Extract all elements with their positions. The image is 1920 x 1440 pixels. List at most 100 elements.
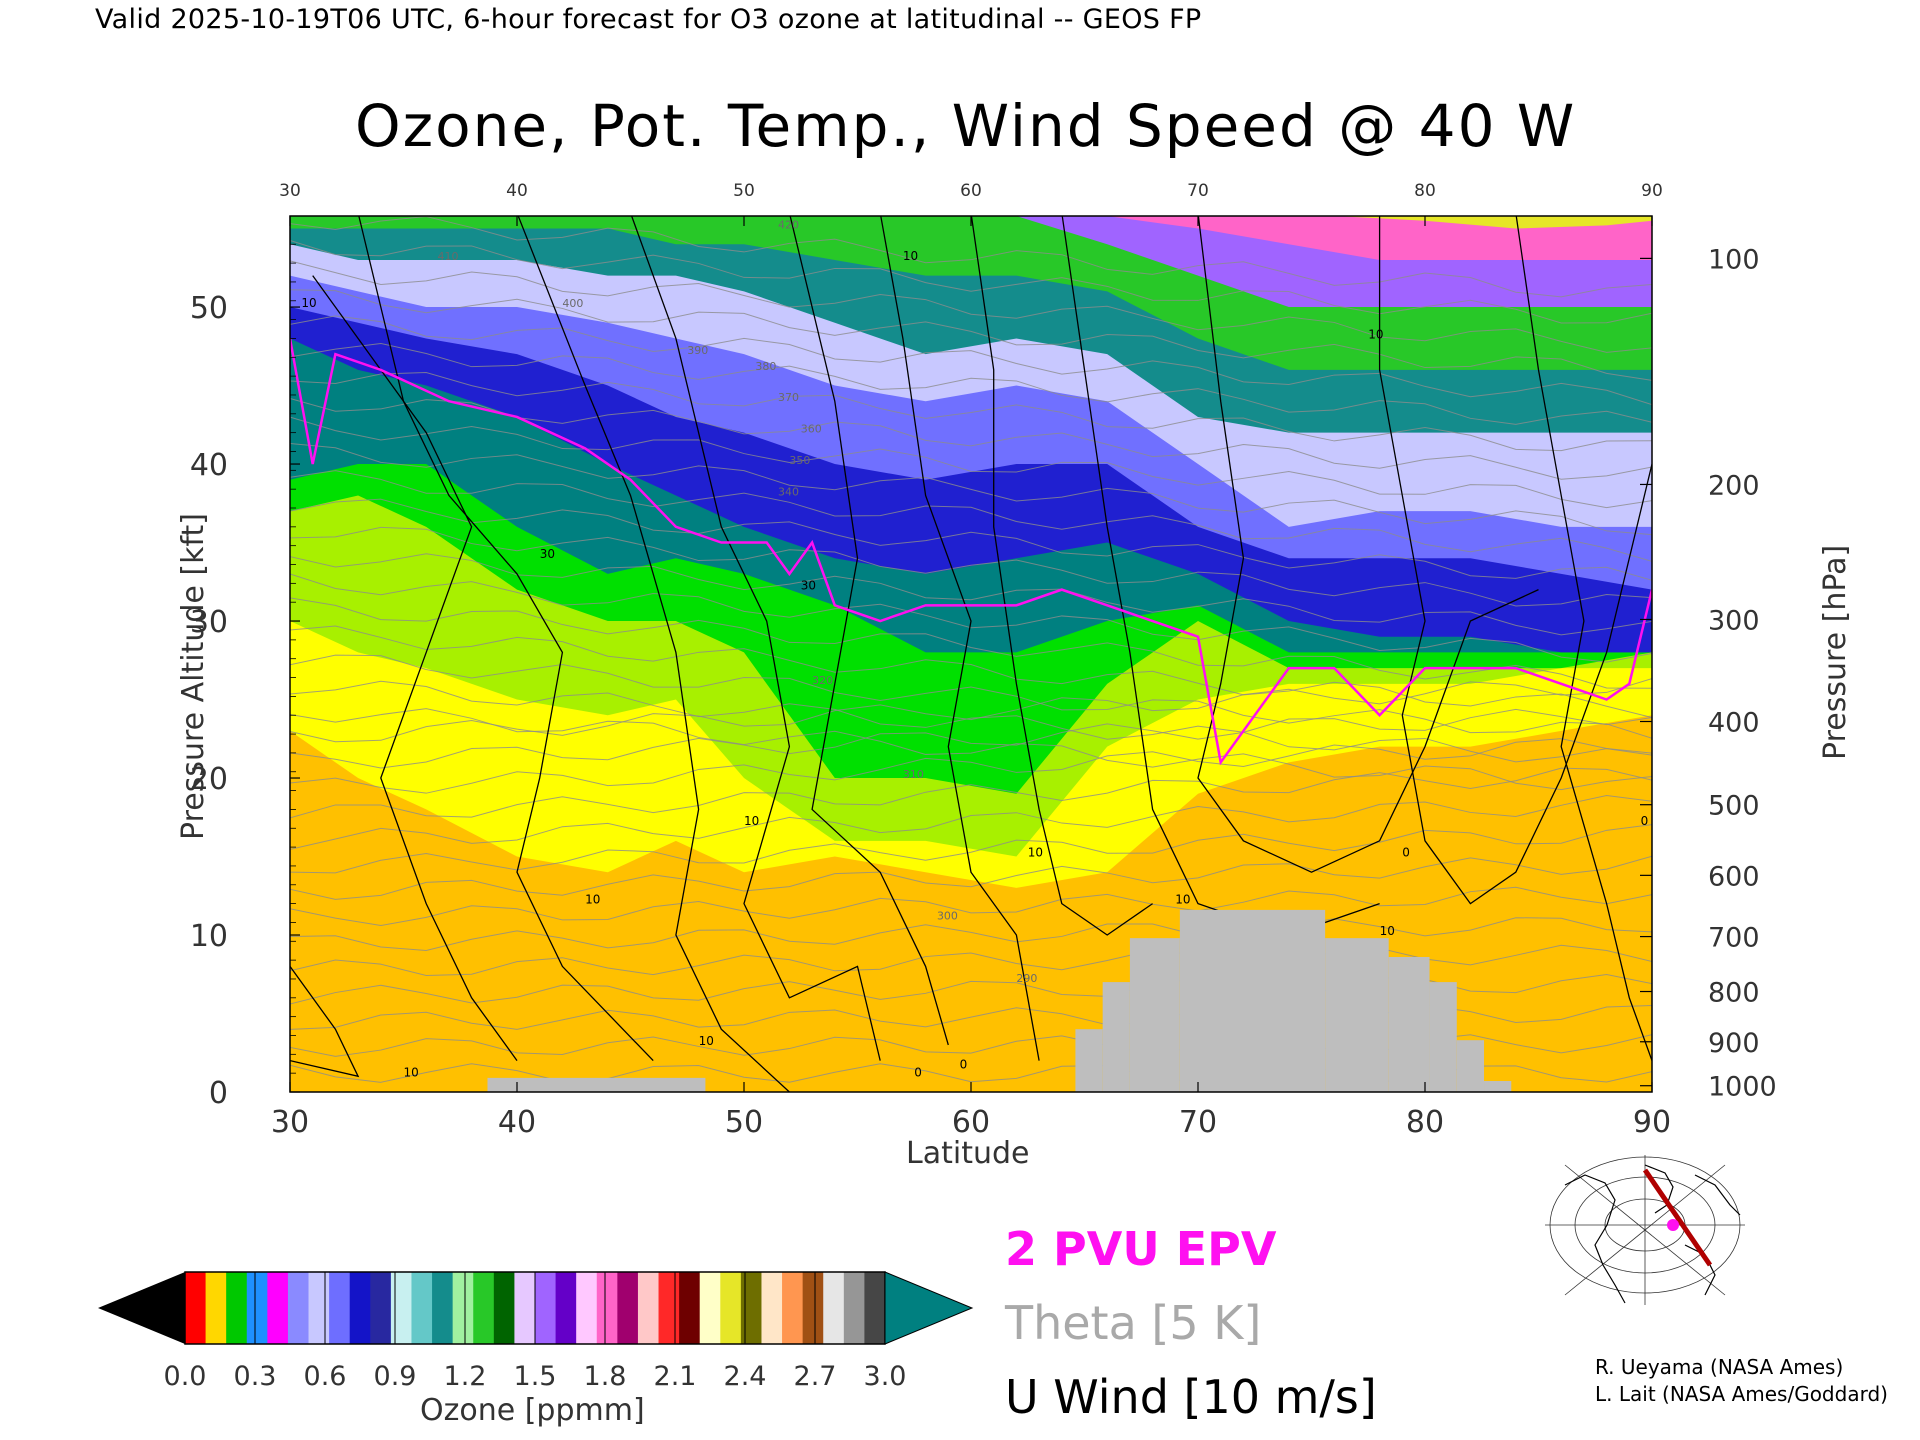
uwind-label-10: 10 [404,1065,419,1079]
terrain-mask [487,909,1512,1092]
pressure-tick-label-3: 400 [1708,708,1760,739]
theta-label-5: 360 [801,423,822,436]
colorbar-band-9 [370,1272,392,1344]
colorbar-tick-label-10: 3.0 [864,1361,907,1392]
theta-contour-5 [290,917,1652,951]
terrain-block-6 [1388,956,1430,1092]
colorbar-band-3 [246,1272,268,1344]
pressure-tick-label-2: 300 [1708,605,1760,636]
theta-label-3: 380 [755,360,776,373]
uwind-contour-11 [1515,216,1652,1061]
credit-line-1: R. Ueyama (NASA Ames) [1595,1355,1844,1379]
theta-contour-28 [290,342,1652,425]
y-tick-label-2: 20 [190,762,228,797]
colorbar-band-20 [596,1272,618,1344]
colorbar-extend-high [884,1271,974,1345]
colorbar-band-2 [226,1272,248,1344]
x-tick-label-2: 50 [725,1105,763,1140]
credit-line-2: L. Lait (NASA Ames/Goddard) [1595,1382,1888,1406]
colorbar-band-29 [782,1272,804,1344]
theta-contour-32 [290,240,1652,324]
uwind-label-1: 30 [540,547,555,561]
uwind-label-3: 30 [801,579,816,593]
theta-contour-6 [290,886,1652,927]
theta-contour-25 [290,416,1652,509]
colorbar-band-21 [617,1272,639,1344]
colorbar-extend-low [98,1272,185,1344]
theta-label-1: 400 [562,297,583,310]
terrain-block-8 [1456,1040,1485,1092]
colorbar-tick-label-8: 2.4 [724,1361,767,1392]
uwind-contours [290,216,1652,1092]
theta-label-8: 320 [812,674,833,687]
x-tick-label-6: 90 [1633,1105,1671,1140]
theta-contour-22 [290,498,1652,581]
colorbar-band-33 [864,1272,886,1344]
theta-contour-9 [290,795,1652,850]
uwind-contour-4 [630,216,881,1061]
header-text: Valid 2025-10-19T06 UTC, 6-hour forecast… [95,4,1202,35]
uwind-contour-7 [970,216,1153,936]
theta-label-0: 410 [438,250,459,263]
uwind-label-11: 10 [1368,327,1383,341]
theta-contour-33 [290,216,1652,298]
colorbar-band-23 [658,1272,680,1344]
contour-labels: 4104003903803703603503403203103002904201… [301,219,1648,1080]
colorbar-tick-label-9: 2.7 [794,1361,837,1392]
uwind-label-8: 10 [1380,924,1395,938]
legend-pvu: 2 PVU EPV [1005,1222,1277,1276]
terrain-block-2 [1102,982,1130,1092]
pressure-tick-label-0: 100 [1708,244,1760,275]
uwind-label-6: 10 [1028,846,1043,860]
legend-uwind: U Wind [10 m/s] [1005,1370,1377,1424]
theta-contour-30 [290,289,1652,381]
colorbar-band-28 [761,1272,783,1344]
colorbar-tick-label-4: 1.2 [444,1361,487,1392]
theta-contour-16 [290,654,1652,739]
colorbar-band-14 [473,1272,495,1344]
colorbar-band-0 [185,1272,207,1344]
y-tick-label-0: 0 [209,1076,228,1111]
theta-contour-21 [290,526,1652,607]
pressure-tick-label-5: 600 [1708,861,1760,892]
uwind-label-13: 0 [1641,814,1649,828]
x-top-tick-label-5: 80 [1414,181,1436,201]
theta-contour-14 [290,708,1652,791]
uwind-contour-1 [312,275,518,1061]
axes: 3030404050506060707080809090010203040501… [190,181,1777,1140]
colorbar-tick-label-3: 0.9 [374,1361,417,1392]
colorbar-band-16 [514,1272,536,1344]
x-tick-label-3: 60 [952,1105,990,1140]
x-tick-label-4: 70 [1179,1105,1217,1140]
colorbar-band-6 [308,1272,330,1344]
uwind-label-2: 10 [585,893,600,907]
theta-contour-29 [290,315,1652,406]
x-axis-label: Latitude [906,1136,1030,1171]
colorbar-band-4 [267,1272,289,1344]
colorbar-band-10 [390,1272,412,1344]
theta-label-10: 300 [937,909,958,922]
chart-title: Ozone, Pot. Temp., Wind Speed @ 40 W [355,92,1577,160]
pressure-tick-label-7: 800 [1708,978,1760,1009]
colorbar-band-25 [699,1272,721,1344]
x-tick-label-5: 80 [1406,1105,1444,1140]
colorbar-band-27 [740,1272,762,1344]
terrain-block-3 [1129,938,1180,1092]
colorbar-band-1 [205,1272,227,1344]
theta-contour-13 [290,678,1652,743]
theta-label-11: 290 [1016,972,1037,985]
uwind-label-12: 0 [1402,846,1410,860]
theta-contour-19 [290,573,1652,663]
colorbar-band-15 [493,1272,515,1344]
theta-contour-15 [290,680,1652,763]
colorbar-band-19 [576,1272,598,1344]
legend-theta: Theta [5 K] [1005,1296,1262,1350]
colorbar-band-32 [843,1272,865,1344]
colorbar-band-17 [535,1272,557,1344]
uwind-contour-10 [1378,216,1652,905]
uwind-contour-5 [789,216,949,1046]
y-axis-label: Pressure Altitude [kft] [176,513,211,840]
uwind-contour-2 [358,216,654,1062]
theta-contour-27 [290,372,1652,452]
terrain-block-9 [1484,1081,1512,1092]
